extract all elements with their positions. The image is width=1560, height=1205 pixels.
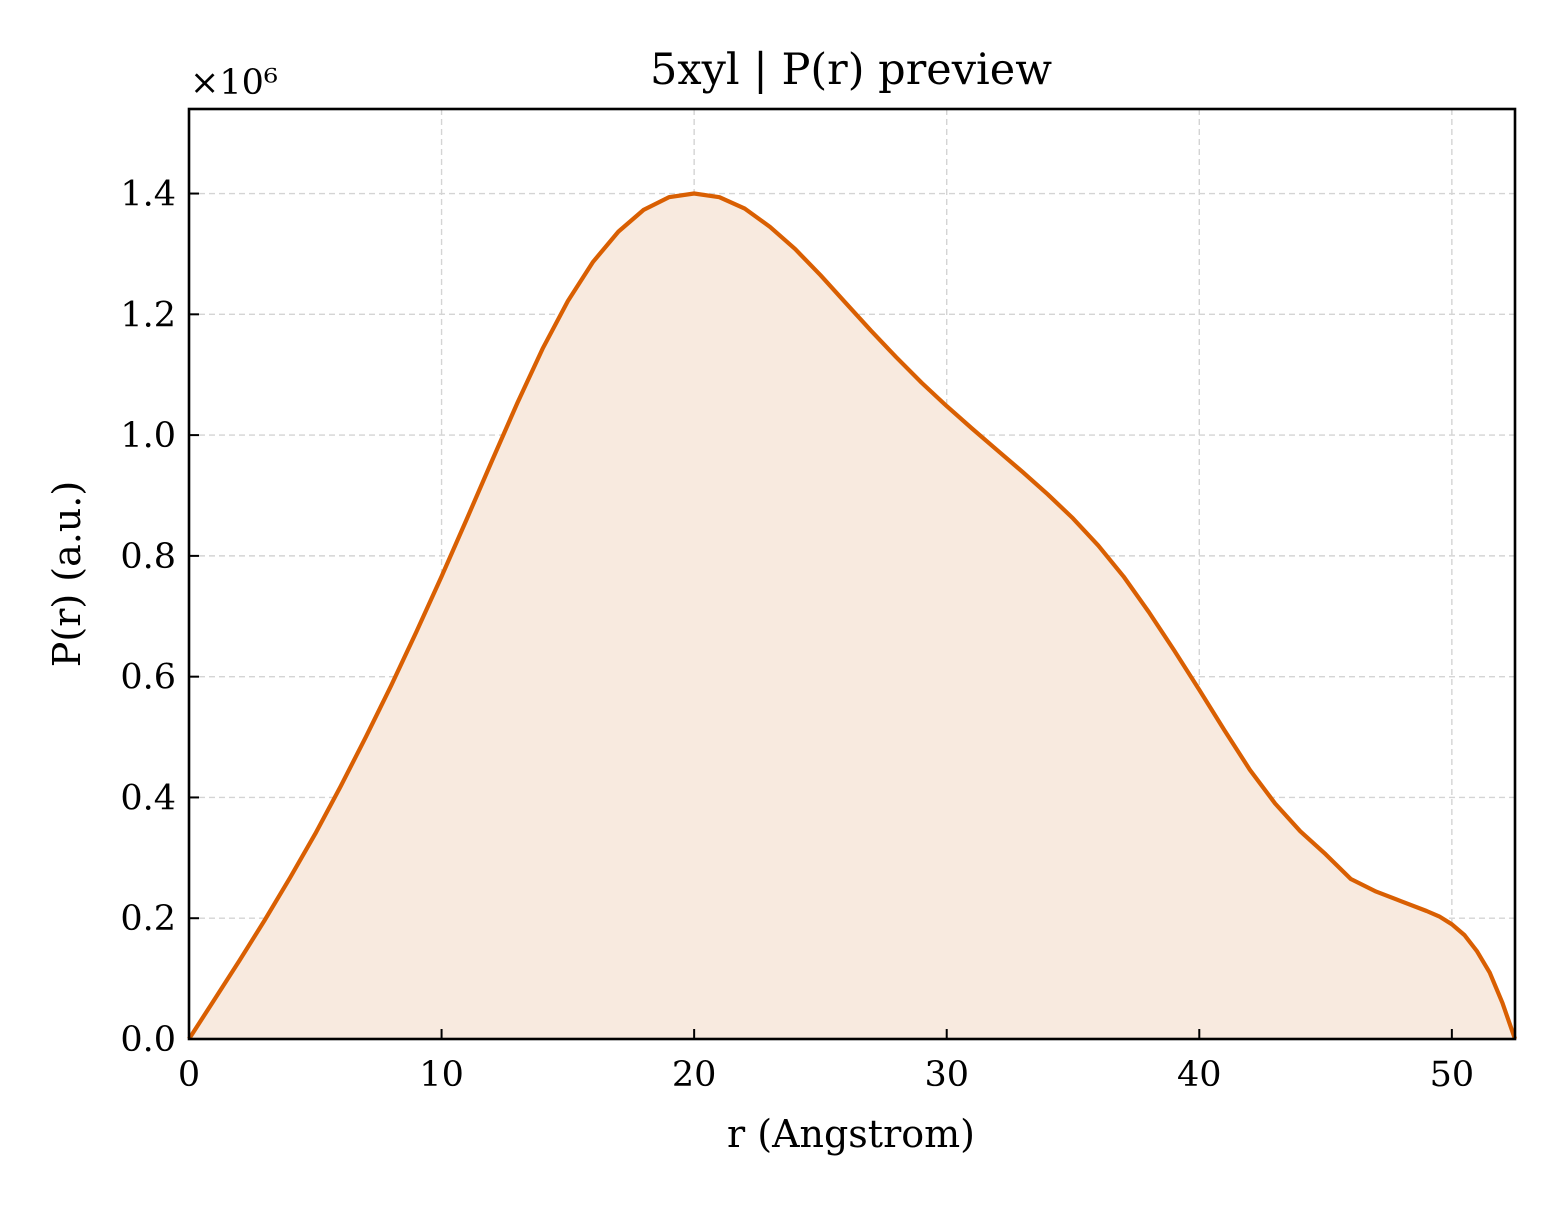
y-tick-label: 1.0 <box>120 416 176 456</box>
y-tick-label: 0.4 <box>120 778 176 818</box>
x-tick-label: 50 <box>1430 1055 1475 1095</box>
y-tick-label: 1.4 <box>120 175 176 215</box>
y-axis-multiplier: ×10⁶ <box>190 63 278 103</box>
x-tick-label: 10 <box>419 1055 464 1095</box>
pr-area-fill <box>189 193 1515 1039</box>
x-tick-label: 20 <box>672 1055 717 1095</box>
pr-curve-line <box>187 191 1517 1041</box>
y-tick-label: 0.0 <box>120 1020 176 1060</box>
plot-frame <box>187 107 1517 1041</box>
chart-title: 5xyl | P(r) preview <box>650 45 1052 95</box>
y-tick-label: 0.8 <box>120 537 176 577</box>
x-tick-label: 40 <box>1177 1055 1222 1095</box>
x-tick-label: 30 <box>924 1055 969 1095</box>
y-axis-title: P(r) (a.u.) <box>45 481 89 667</box>
y-tick-label: 0.2 <box>120 899 176 939</box>
x-tick-labels: 0 10 20 30 40 50 <box>178 1055 1474 1095</box>
data-layer <box>187 191 1517 1041</box>
y-tick-label: 0.6 <box>120 658 176 698</box>
y-tick-labels: 0.0 0.2 0.4 0.6 0.8 1.0 1.2 1.4 <box>120 175 176 1060</box>
y-tick-label: 1.2 <box>120 295 176 335</box>
x-tick-label: 0 <box>178 1055 200 1095</box>
x-axis-title: r (Angstrom) <box>727 1112 975 1156</box>
